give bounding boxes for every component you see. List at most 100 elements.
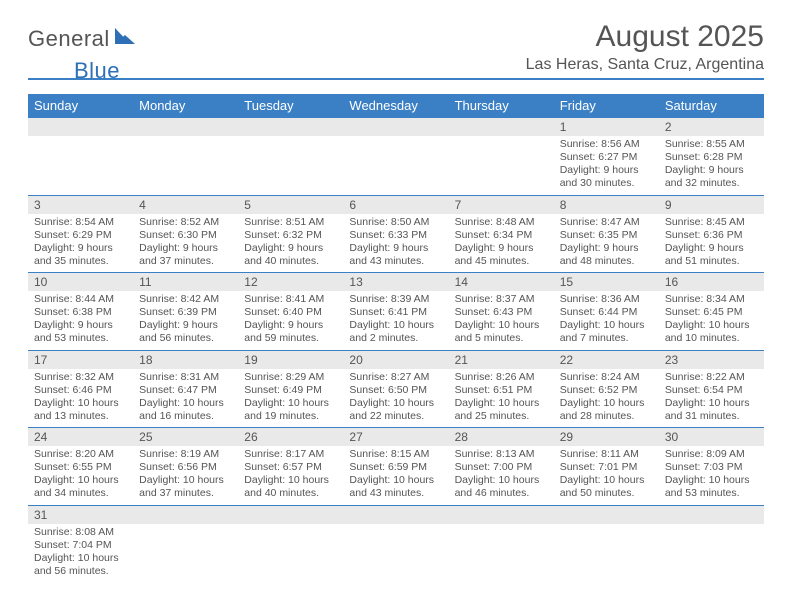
- day-number: 5: [238, 196, 343, 214]
- day-details: Sunrise: 8:11 AMSunset: 7:01 PMDaylight:…: [554, 446, 659, 505]
- day-details: Sunrise: 8:36 AMSunset: 6:44 PMDaylight:…: [554, 291, 659, 350]
- day-number: [554, 506, 659, 524]
- day-detail-line: Daylight: 9 hours: [34, 242, 127, 255]
- day-detail-line: and 56 minutes.: [139, 332, 232, 345]
- day-detail-line: and 30 minutes.: [560, 177, 653, 190]
- day-details: Sunrise: 8:39 AMSunset: 6:41 PMDaylight:…: [343, 291, 448, 350]
- calendar-week-row: 3Sunrise: 8:54 AMSunset: 6:29 PMDaylight…: [28, 195, 764, 273]
- day-detail-line: Daylight: 10 hours: [349, 319, 442, 332]
- day-detail-line: and 37 minutes.: [139, 487, 232, 500]
- day-detail-line: Sunset: 6:45 PM: [665, 306, 758, 319]
- day-detail-line: Sunset: 6:44 PM: [560, 306, 653, 319]
- calendar-day-cell: 26Sunrise: 8:17 AMSunset: 6:57 PMDayligh…: [238, 428, 343, 506]
- weekday-header: Saturday: [659, 94, 764, 118]
- day-detail-line: Daylight: 10 hours: [139, 474, 232, 487]
- day-detail-line: Sunset: 6:38 PM: [34, 306, 127, 319]
- day-detail-line: Sunrise: 8:22 AM: [665, 371, 758, 384]
- day-detail-line: and 19 minutes.: [244, 410, 337, 423]
- day-detail-line: and 25 minutes.: [455, 410, 548, 423]
- day-detail-line: Daylight: 10 hours: [665, 397, 758, 410]
- day-detail-line: Daylight: 10 hours: [560, 319, 653, 332]
- day-detail-line: Sunset: 7:03 PM: [665, 461, 758, 474]
- calendar-day-cell: 16Sunrise: 8:34 AMSunset: 6:45 PMDayligh…: [659, 273, 764, 351]
- day-details: Sunrise: 8:47 AMSunset: 6:35 PMDaylight:…: [554, 214, 659, 273]
- logo-text-blue: Blue: [74, 58, 120, 83]
- weekday-header: Thursday: [449, 94, 554, 118]
- day-details: Sunrise: 8:48 AMSunset: 6:34 PMDaylight:…: [449, 214, 554, 273]
- weekday-header: Tuesday: [238, 94, 343, 118]
- day-detail-line: Sunset: 6:35 PM: [560, 229, 653, 242]
- day-number: [449, 506, 554, 524]
- day-number: 16: [659, 273, 764, 291]
- day-number: [238, 118, 343, 136]
- day-detail-line: Daylight: 9 hours: [560, 242, 653, 255]
- day-detail-line: Sunrise: 8:37 AM: [455, 293, 548, 306]
- day-detail-line: Sunset: 6:46 PM: [34, 384, 127, 397]
- calendar-day-cell: 3Sunrise: 8:54 AMSunset: 6:29 PMDaylight…: [28, 195, 133, 273]
- day-details: Sunrise: 8:44 AMSunset: 6:38 PMDaylight:…: [28, 291, 133, 350]
- calendar-day-cell: [554, 505, 659, 582]
- day-number: 31: [28, 506, 133, 524]
- calendar-day-cell: 18Sunrise: 8:31 AMSunset: 6:47 PMDayligh…: [133, 350, 238, 428]
- day-detail-line: Sunrise: 8:50 AM: [349, 216, 442, 229]
- day-details: Sunrise: 8:32 AMSunset: 6:46 PMDaylight:…: [28, 369, 133, 428]
- day-number: [133, 506, 238, 524]
- day-detail-line: Sunrise: 8:51 AM: [244, 216, 337, 229]
- day-detail-line: Sunset: 7:00 PM: [455, 461, 548, 474]
- day-detail-line: Sunrise: 8:45 AM: [665, 216, 758, 229]
- day-detail-line: and 13 minutes.: [34, 410, 127, 423]
- day-detail-line: and 45 minutes.: [455, 255, 548, 268]
- day-number: 7: [449, 196, 554, 214]
- calendar-day-cell: 22Sunrise: 8:24 AMSunset: 6:52 PMDayligh…: [554, 350, 659, 428]
- day-detail-line: Sunrise: 8:13 AM: [455, 448, 548, 461]
- calendar-day-cell: 10Sunrise: 8:44 AMSunset: 6:38 PMDayligh…: [28, 273, 133, 351]
- calendar-day-cell: 12Sunrise: 8:41 AMSunset: 6:40 PMDayligh…: [238, 273, 343, 351]
- day-details: Sunrise: 8:26 AMSunset: 6:51 PMDaylight:…: [449, 369, 554, 428]
- day-detail-line: Daylight: 9 hours: [244, 319, 337, 332]
- day-detail-line: Sunrise: 8:36 AM: [560, 293, 653, 306]
- day-detail-line: Sunset: 6:47 PM: [139, 384, 232, 397]
- day-number: 30: [659, 428, 764, 446]
- day-details: Sunrise: 8:19 AMSunset: 6:56 PMDaylight:…: [133, 446, 238, 505]
- day-details: Sunrise: 8:37 AMSunset: 6:43 PMDaylight:…: [449, 291, 554, 350]
- day-detail-line: Sunset: 6:29 PM: [34, 229, 127, 242]
- day-detail-line: Sunset: 6:28 PM: [665, 151, 758, 164]
- title-block: August 2025 Las Heras, Santa Cruz, Argen…: [526, 20, 764, 74]
- day-detail-line: Sunrise: 8:55 AM: [665, 138, 758, 151]
- day-details: Sunrise: 8:41 AMSunset: 6:40 PMDaylight:…: [238, 291, 343, 350]
- calendar-day-cell: 6Sunrise: 8:50 AMSunset: 6:33 PMDaylight…: [343, 195, 448, 273]
- day-detail-line: Sunset: 6:57 PM: [244, 461, 337, 474]
- day-details: Sunrise: 8:34 AMSunset: 6:45 PMDaylight:…: [659, 291, 764, 350]
- day-number: 25: [133, 428, 238, 446]
- day-number: [238, 506, 343, 524]
- weekday-header: Monday: [133, 94, 238, 118]
- day-number: [343, 506, 448, 524]
- day-details: Sunrise: 8:29 AMSunset: 6:49 PMDaylight:…: [238, 369, 343, 428]
- day-details: Sunrise: 8:54 AMSunset: 6:29 PMDaylight:…: [28, 214, 133, 273]
- calendar-day-cell: [238, 118, 343, 196]
- day-detail-line: and 53 minutes.: [34, 332, 127, 345]
- day-detail-line: Sunset: 6:30 PM: [139, 229, 232, 242]
- day-details: Sunrise: 8:56 AMSunset: 6:27 PMDaylight:…: [554, 136, 659, 195]
- calendar-day-cell: 19Sunrise: 8:29 AMSunset: 6:49 PMDayligh…: [238, 350, 343, 428]
- day-detail-line: Daylight: 9 hours: [665, 164, 758, 177]
- logo-text-general: General: [28, 26, 110, 52]
- logo: General: [28, 20, 141, 53]
- day-detail-line: Sunrise: 8:52 AM: [139, 216, 232, 229]
- calendar-grid: Sunday Monday Tuesday Wednesday Thursday…: [28, 94, 764, 582]
- calendar-day-cell: 15Sunrise: 8:36 AMSunset: 6:44 PMDayligh…: [554, 273, 659, 351]
- day-details: Sunrise: 8:45 AMSunset: 6:36 PMDaylight:…: [659, 214, 764, 273]
- day-detail-line: Sunrise: 8:11 AM: [560, 448, 653, 461]
- day-number: [449, 118, 554, 136]
- calendar-page: General August 2025 Las Heras, Santa Cru…: [0, 0, 792, 602]
- day-detail-line: Sunset: 6:49 PM: [244, 384, 337, 397]
- day-detail-line: and 50 minutes.: [560, 487, 653, 500]
- day-details: Sunrise: 8:08 AMSunset: 7:04 PMDaylight:…: [28, 524, 133, 583]
- day-number: 17: [28, 351, 133, 369]
- day-number: 4: [133, 196, 238, 214]
- day-detail-line: Sunrise: 8:15 AM: [349, 448, 442, 461]
- day-detail-line: and 51 minutes.: [665, 255, 758, 268]
- calendar-day-cell: [133, 118, 238, 196]
- day-details: Sunrise: 8:42 AMSunset: 6:39 PMDaylight:…: [133, 291, 238, 350]
- day-detail-line: and 22 minutes.: [349, 410, 442, 423]
